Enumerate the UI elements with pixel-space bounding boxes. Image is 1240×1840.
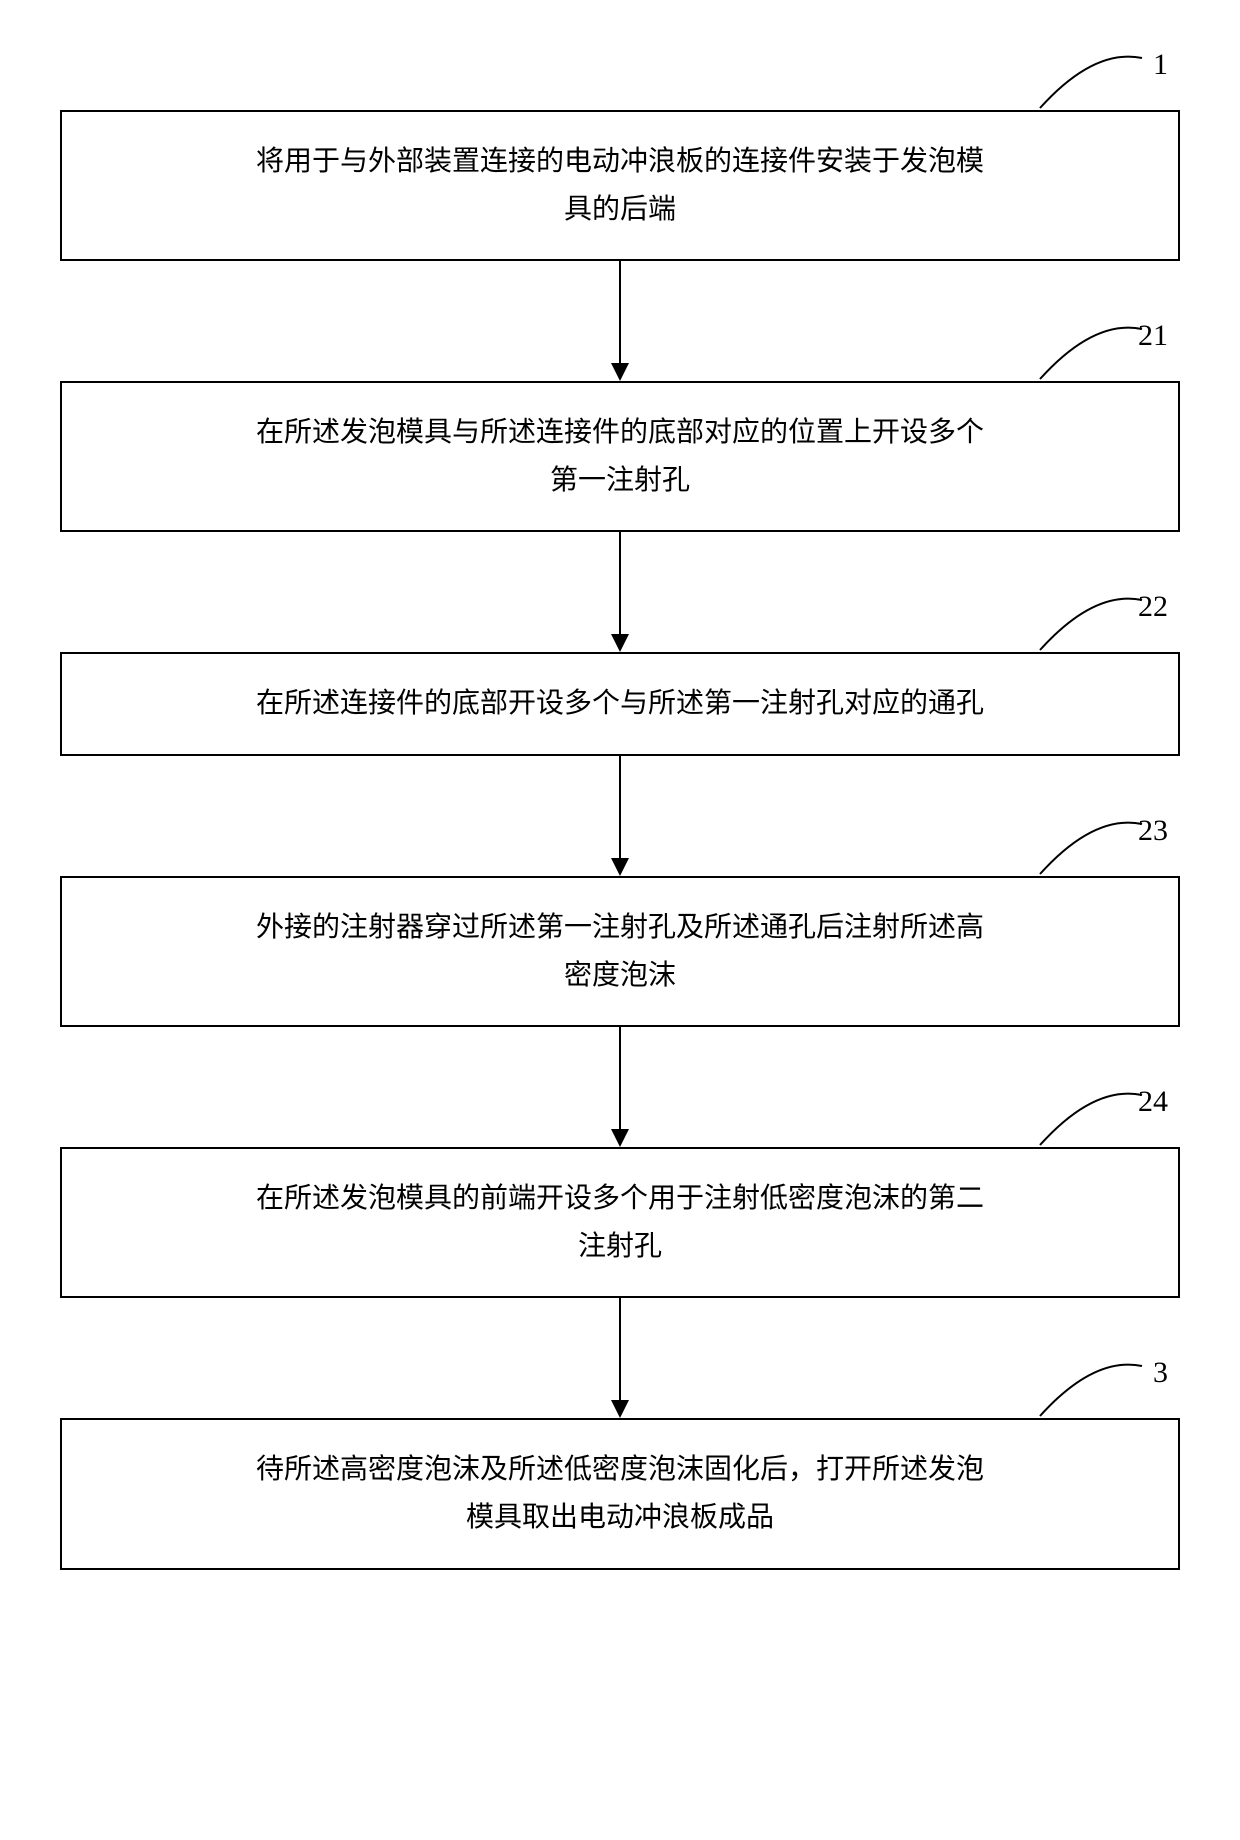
step-text: 在所述连接件的底部开设多个与所述第一注射孔对应的通孔 [92, 680, 1148, 728]
flow-arrow [611, 532, 629, 652]
step-number-label: 3 [1153, 1356, 1168, 1390]
flow-step: 22在所述连接件的底部开设多个与所述第一注射孔对应的通孔 [60, 652, 1180, 756]
step-number-label: 22 [1138, 590, 1168, 624]
step-box: 在所述连接件的底部开设多个与所述第一注射孔对应的通孔 [60, 652, 1180, 756]
step-number-label: 24 [1138, 1085, 1168, 1119]
step-text: 在所述发泡模具的前端开设多个用于注射低密度泡沫的第二 注射孔 [92, 1175, 1148, 1270]
step-text: 待所述高密度泡沫及所述低密度泡沫固化后，打开所述发泡 模具取出电动冲浪板成品 [92, 1446, 1148, 1541]
flow-arrow [611, 1027, 629, 1147]
step-text: 外接的注射器穿过所述第一注射孔及所述通孔后注射所述高 密度泡沫 [92, 904, 1148, 999]
step-box: 在所述发泡模具与所述连接件的底部对应的位置上开设多个 第一注射孔 [60, 381, 1180, 532]
step-number-label: 23 [1138, 814, 1168, 848]
step-text: 在所述发泡模具与所述连接件的底部对应的位置上开设多个 第一注射孔 [92, 409, 1148, 504]
flow-arrow [611, 261, 629, 381]
step-box: 外接的注射器穿过所述第一注射孔及所述通孔后注射所述高 密度泡沫 [60, 876, 1180, 1027]
flow-step: 24在所述发泡模具的前端开设多个用于注射低密度泡沫的第二 注射孔 [60, 1147, 1180, 1298]
step-box: 待所述高密度泡沫及所述低密度泡沫固化后，打开所述发泡 模具取出电动冲浪板成品 [60, 1418, 1180, 1569]
step-number-label: 21 [1138, 319, 1168, 353]
step-box: 在所述发泡模具的前端开设多个用于注射低密度泡沫的第二 注射孔 [60, 1147, 1180, 1298]
step-box: 将用于与外部装置连接的电动冲浪板的连接件安装于发泡模 具的后端 [60, 110, 1180, 261]
flow-step: 21在所述发泡模具与所述连接件的底部对应的位置上开设多个 第一注射孔 [60, 381, 1180, 532]
flow-step: 23外接的注射器穿过所述第一注射孔及所述通孔后注射所述高 密度泡沫 [60, 876, 1180, 1027]
flow-arrow [611, 756, 629, 876]
flow-step: 3待所述高密度泡沫及所述低密度泡沫固化后，打开所述发泡 模具取出电动冲浪板成品 [60, 1418, 1180, 1569]
flow-step: 1将用于与外部装置连接的电动冲浪板的连接件安装于发泡模 具的后端 [60, 110, 1180, 261]
step-text: 将用于与外部装置连接的电动冲浪板的连接件安装于发泡模 具的后端 [92, 138, 1148, 233]
flow-arrow [611, 1298, 629, 1418]
step-number-label: 1 [1153, 48, 1168, 82]
